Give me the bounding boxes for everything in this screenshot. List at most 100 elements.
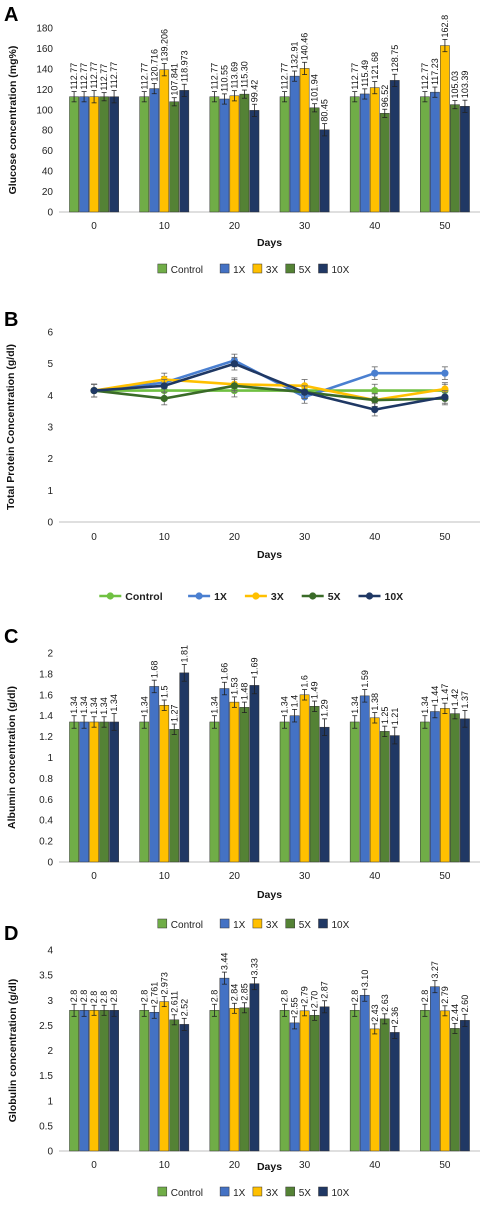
- legend-label-3x: 3X: [266, 920, 279, 931]
- legend-label-5x: 5X: [299, 920, 312, 931]
- y-tick-label: 1: [47, 1096, 53, 1107]
- x-tick-label: 10: [159, 871, 171, 882]
- y-tick-label: 4: [47, 391, 53, 402]
- legend-marker-3x: [252, 592, 260, 600]
- bar-1x-day-0: [79, 721, 89, 863]
- data-label: 1.47: [440, 684, 450, 702]
- legend-label-3x: 3X: [271, 591, 284, 603]
- bar-control-day-30: [279, 721, 290, 863]
- y-tick-label: 0: [47, 518, 53, 529]
- data-label: 3.44: [219, 953, 229, 971]
- data-label: 117.23: [430, 58, 440, 85]
- data-label: 1.34: [79, 696, 89, 714]
- data-label: 103.39: [460, 71, 470, 99]
- data-label: 1.81: [179, 645, 189, 663]
- bar-control-day-50: [420, 721, 430, 863]
- bar-5x-day-0: [99, 1010, 109, 1152]
- bar-10x-day-30: [319, 129, 330, 213]
- legend-swatch-control: [157, 263, 168, 274]
- legend-label-10x: 10X: [332, 265, 350, 276]
- data-label: 2.8: [69, 990, 79, 1003]
- y-tick-label: 0: [47, 858, 53, 869]
- bar-control-day-30: [279, 1010, 290, 1152]
- x-tick-label: 0: [91, 221, 97, 232]
- bar-control-day-50: [420, 96, 430, 213]
- y-tick-label: 1.5: [39, 1071, 53, 1082]
- bar-10x-day-10: [179, 672, 190, 863]
- panel-letter-d: D: [4, 923, 18, 945]
- bar-1x-day-50: [430, 711, 440, 863]
- bar-1x-day-50: [430, 986, 440, 1152]
- bar-5x-day-50: [450, 1028, 460, 1152]
- bar-control-day-0: [69, 96, 79, 213]
- y-tick-label: 3.5: [39, 971, 53, 982]
- bar-5x-day-10: [169, 1019, 180, 1152]
- legend-swatch-5x: [285, 263, 295, 274]
- x-axis-title: Days: [257, 237, 282, 249]
- legend-swatch-10x: [318, 918, 328, 929]
- bar-3x-day-50: [440, 45, 450, 213]
- bar-5x-day-20: [239, 707, 250, 863]
- panel-letter-a: A: [4, 4, 18, 26]
- bar-control-day-40: [349, 721, 360, 863]
- x-tick-label: 50: [439, 871, 451, 882]
- y-tick-label: 0.6: [39, 795, 53, 806]
- bar-3x-day-0: [89, 1010, 99, 1152]
- data-label: 112.77: [139, 63, 149, 90]
- legend-swatch-10x: [318, 263, 328, 274]
- legend-label-10x: 10X: [385, 591, 404, 603]
- series-line-5x: [93, 384, 445, 402]
- data-label: 112.77: [109, 62, 119, 89]
- x-tick-label: 10: [159, 1160, 171, 1171]
- data-label: 112.77: [280, 63, 290, 90]
- data-label: 2.8: [79, 990, 89, 1003]
- bar-3x-day-10: [159, 1001, 170, 1152]
- legend-label-5x: 5X: [299, 1188, 312, 1199]
- legend-swatch-1x: [219, 1186, 230, 1197]
- bar-control-day-10: [139, 96, 150, 213]
- x-tick-label: 30: [299, 532, 311, 543]
- x-tick-label: 50: [439, 532, 451, 543]
- data-label: 113.69: [229, 62, 239, 89]
- legend-swatch-3x: [252, 918, 263, 929]
- data-label: 162.8: [440, 15, 450, 38]
- y-tick-label: 5: [47, 359, 53, 370]
- legend-swatch-3x: [252, 263, 263, 274]
- x-tick-label: 30: [299, 1160, 311, 1171]
- data-label: 2.85: [239, 983, 249, 1001]
- bar-5x-day-50: [450, 104, 460, 213]
- x-tick-label: 30: [299, 871, 311, 882]
- legend-marker-5x: [309, 592, 317, 600]
- data-label: 2.63: [380, 994, 390, 1012]
- bar-3x-day-20: [229, 1008, 240, 1152]
- x-tick-label: 0: [91, 871, 97, 882]
- bar-1x-day-30: [289, 715, 300, 863]
- data-label: 80.45: [320, 99, 330, 122]
- data-label: 1.49: [310, 682, 320, 700]
- x-tick-label: 50: [439, 1160, 451, 1171]
- data-label: 1.21: [390, 708, 400, 726]
- legend-label-control: Control: [125, 591, 162, 603]
- bar-1x-day-10: [149, 1012, 160, 1152]
- bar-10x-day-40: [389, 735, 400, 863]
- y-tick-label: 80: [42, 126, 54, 137]
- data-label: 107.841: [169, 63, 179, 96]
- bar-10x-day-50: [460, 718, 470, 863]
- legend-label-control: Control: [171, 265, 203, 276]
- y-tick-label: 0: [47, 1147, 53, 1158]
- data-label: 2.611: [169, 991, 179, 1013]
- y-tick-label: 1: [47, 753, 53, 764]
- data-label: 112.77: [79, 63, 89, 90]
- bar-5x-day-20: [239, 1007, 250, 1152]
- panel-letter-c: C: [4, 626, 18, 648]
- bar-3x-day-10: [159, 705, 170, 863]
- data-label: 2.8: [280, 990, 290, 1003]
- bar-1x-day-20: [219, 977, 230, 1152]
- data-label: 1.29: [320, 699, 330, 717]
- data-label: 1.44: [430, 686, 440, 704]
- y-tick-label: 3: [47, 996, 53, 1007]
- bar-5x-day-30: [309, 1015, 320, 1152]
- data-label: 1.25: [380, 707, 390, 725]
- bar-5x-day-10: [169, 101, 180, 213]
- y-tick-label: 6: [47, 328, 53, 339]
